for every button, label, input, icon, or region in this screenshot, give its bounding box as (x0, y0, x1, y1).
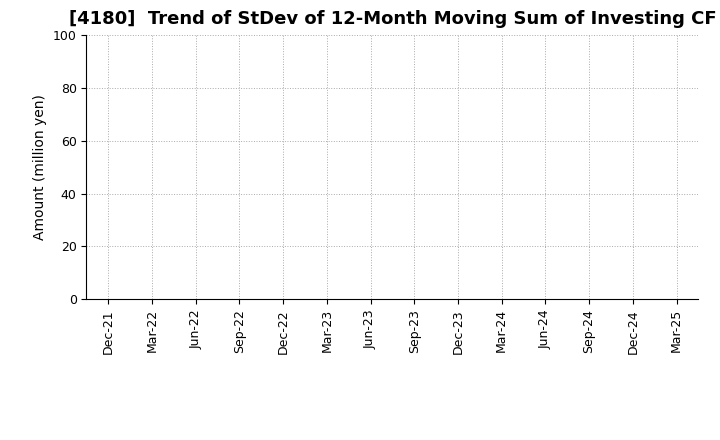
Title: [4180]  Trend of StDev of 12-Month Moving Sum of Investing CF: [4180] Trend of StDev of 12-Month Moving… (68, 10, 716, 28)
Y-axis label: Amount (million yen): Amount (million yen) (33, 94, 48, 240)
